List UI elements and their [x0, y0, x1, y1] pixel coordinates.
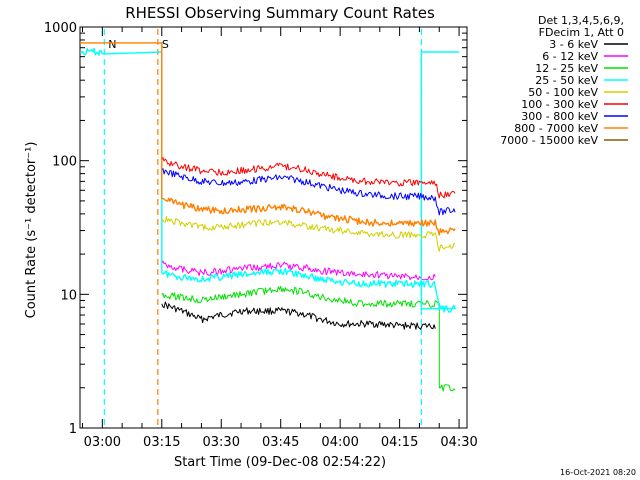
x-tick-label: 03:15 — [143, 435, 180, 450]
series-line — [161, 260, 436, 281]
plot-frame — [79, 26, 468, 429]
series-line — [79, 47, 460, 313]
x-tick-label: 03:45 — [262, 435, 299, 450]
footer-timestamp: 16-Oct-2021 08:20 — [560, 468, 636, 477]
legend-entry: 7000 - 15000 keV — [500, 134, 598, 147]
legend-entry: 3 - 6 keV — [549, 38, 598, 51]
legend-entry: 6 - 12 keV — [542, 50, 598, 63]
y-tick-label: 1 — [69, 422, 77, 437]
legend-entry: 800 - 7000 keV — [514, 122, 598, 135]
plot-axes: 1 10 100 1000 03:00 03:15 03:30 03:45 04:00 04:15… — [44, 21, 478, 450]
x-axis-label: Start Time (09-Dec-08 02:54:22) — [174, 455, 386, 470]
legend-entry: 100 - 300 keV — [521, 98, 598, 111]
y-axis-label: Count Rate (s⁻¹ detector⁻¹) — [24, 142, 39, 319]
series-line — [161, 168, 456, 216]
series-lines — [79, 42, 460, 392]
legend-header: FDecim 1, Att 0 — [539, 26, 624, 39]
series-line — [161, 285, 456, 392]
series-line — [80, 42, 456, 236]
x-tick-label: 04:15 — [381, 435, 418, 450]
legend: Det 1,3,4,5,6,9,FDecim 1, Att 03 - 6 keV… — [500, 14, 628, 147]
x-tick-label: 03:00 — [84, 435, 121, 450]
y-tick-label: 100 — [52, 155, 77, 170]
marker-label: S — [162, 38, 169, 51]
marker-label: N — [108, 38, 116, 51]
legend-header: Det 1,3,4,5,6,9, — [538, 14, 624, 27]
chart-title: RHESSI Observing Summary Count Rates — [125, 4, 435, 22]
series-line — [161, 301, 436, 330]
legend-entry: 25 - 50 keV — [535, 74, 598, 87]
series-line — [161, 216, 456, 252]
x-tick-label: 04:00 — [321, 435, 358, 450]
legend-entry: 300 - 800 keV — [521, 110, 598, 123]
legend-entry: 12 - 25 keV — [535, 62, 598, 75]
x-tick-label: 03:30 — [203, 435, 240, 450]
legend-entry: 50 - 100 keV — [528, 86, 598, 99]
y-tick-label: 10 — [60, 288, 77, 303]
y-tick-label: 1000 — [44, 21, 77, 36]
series-line — [161, 157, 456, 199]
x-tick-label: 04:30 — [440, 435, 477, 450]
